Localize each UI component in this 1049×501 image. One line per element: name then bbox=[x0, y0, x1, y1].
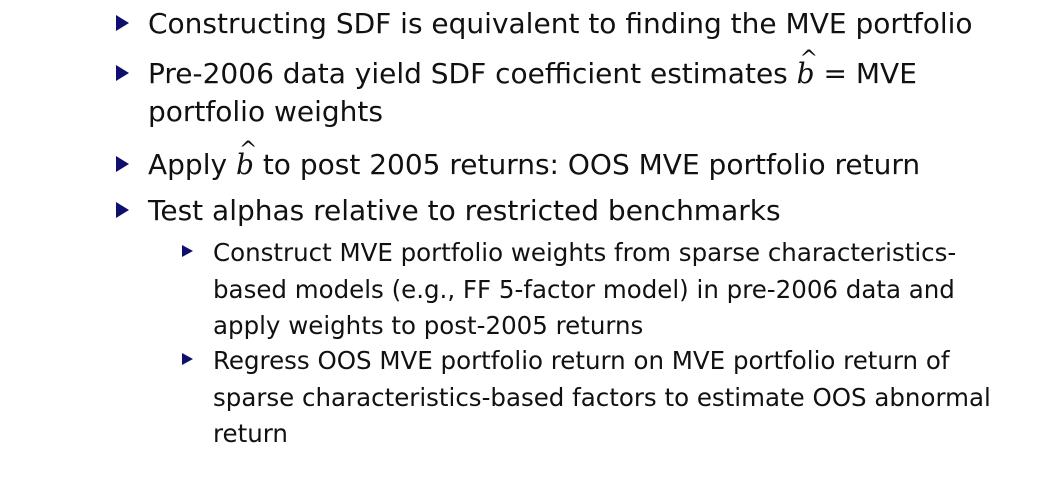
b-hat-symbol: ^ b bbox=[796, 47, 818, 93]
text-after: to post 2005 returns: OOS MVE portfolio … bbox=[262, 148, 921, 181]
hat-accent: ^ bbox=[799, 47, 819, 72]
symbol: b bbox=[235, 148, 254, 181]
bullet-item-4: Test alphas relative to restricted bench… bbox=[116, 192, 1016, 230]
bullet-text: Pre-2006 data yield SDF coefficient esti… bbox=[148, 47, 1016, 131]
triangle-bullet-icon bbox=[116, 156, 129, 172]
triangle-subbullet-icon bbox=[182, 245, 193, 257]
bullet-text: Apply ^ b to post 2005 returns: OOS MVE p… bbox=[148, 138, 1016, 184]
sub-bullet-text: Regress OOS MVE portfolio return on MVE … bbox=[213, 346, 991, 448]
bullet-text: Constructing SDF is equivalent to findin… bbox=[148, 7, 973, 40]
hat-accent: ^ bbox=[238, 138, 258, 163]
sub-bullet-text: Construct MVE portfolio weights from spa… bbox=[213, 238, 957, 340]
triangle-bullet-icon bbox=[116, 65, 129, 81]
text-before: Apply bbox=[148, 148, 228, 181]
sub-bullet-item-1: Construct MVE portfolio weights from spa… bbox=[182, 235, 1022, 345]
triangle-bullet-icon bbox=[116, 202, 129, 218]
symbol: b bbox=[796, 57, 815, 90]
bullet-text: Test alphas relative to restricted bench… bbox=[148, 194, 781, 227]
triangle-subbullet-icon bbox=[182, 353, 193, 365]
sub-bullet-item-2: Regress OOS MVE portfolio return on MVE … bbox=[182, 343, 1022, 453]
bullet-item-1: Constructing SDF is equivalent to findin… bbox=[116, 5, 1016, 43]
bullet-item-3: Apply ^ b to post 2005 returns: OOS MVE p… bbox=[116, 138, 1016, 184]
text-after: = MVE portfolio weights bbox=[148, 57, 917, 128]
bullet-item-2: Pre-2006 data yield SDF coefficient esti… bbox=[116, 47, 1016, 131]
text-before: Pre-2006 data yield SDF coefficient esti… bbox=[148, 57, 788, 90]
b-hat-symbol: ^ b bbox=[235, 138, 257, 184]
triangle-bullet-icon bbox=[116, 15, 129, 31]
